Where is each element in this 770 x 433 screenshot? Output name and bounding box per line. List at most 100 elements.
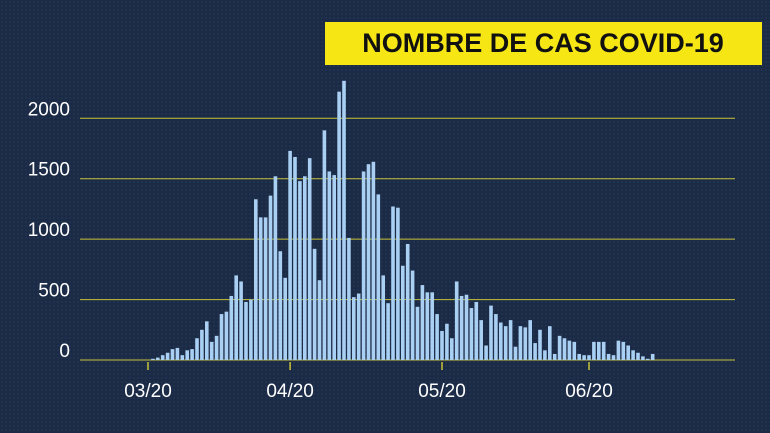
bar (430, 292, 434, 360)
bar (401, 265, 405, 360)
bar (165, 352, 170, 360)
bar (366, 164, 371, 360)
bar (156, 357, 160, 360)
bar (410, 270, 415, 360)
bar (180, 355, 185, 360)
chart-title: NOMBRE DE CAS COVID-19 (362, 28, 724, 58)
bar (322, 130, 327, 360)
bar (254, 199, 258, 360)
bar (499, 322, 503, 360)
bar (494, 314, 498, 360)
bar (650, 353, 655, 360)
bar (601, 341, 606, 360)
bar (273, 176, 278, 360)
bar (332, 175, 336, 360)
bar (244, 301, 248, 360)
bar (224, 311, 229, 360)
bar (258, 217, 263, 360)
bar (562, 338, 567, 360)
bar (386, 303, 390, 360)
bar (464, 294, 469, 360)
bar (195, 338, 199, 360)
bar (327, 171, 332, 360)
bar (626, 345, 630, 360)
bar (450, 338, 454, 360)
bar (190, 349, 194, 360)
bar (312, 248, 317, 360)
bar (454, 281, 459, 360)
bar (268, 195, 273, 360)
x-tick-label: 05/20 (418, 381, 466, 402)
bar (263, 217, 268, 360)
x-tick-label: 06/20 (565, 381, 613, 402)
bar (352, 297, 356, 360)
bar (606, 353, 611, 360)
bar (440, 330, 444, 360)
bar (641, 356, 645, 360)
bar (503, 326, 508, 360)
bar (420, 285, 425, 360)
bar (356, 293, 361, 360)
bar (415, 306, 420, 360)
bar (631, 350, 635, 360)
bar (577, 353, 581, 360)
bar (528, 320, 532, 360)
bar (278, 251, 283, 360)
y-tick-label: 1000 (28, 220, 70, 241)
bar (342, 80, 346, 360)
bar (405, 243, 410, 360)
bar (616, 340, 621, 360)
bar (572, 341, 577, 360)
bar (582, 355, 586, 360)
bar (371, 161, 376, 360)
bar (283, 277, 287, 360)
bar (621, 341, 626, 360)
bar (469, 308, 474, 360)
y-tick-label: 1500 (28, 160, 70, 181)
bar (229, 295, 234, 360)
x-tick-label: 03/20 (124, 381, 172, 402)
bar (523, 327, 528, 360)
bar (597, 341, 601, 360)
bar (170, 349, 175, 360)
bar (391, 206, 395, 360)
bar (376, 194, 381, 360)
bar (337, 91, 341, 361)
y-tick-label: 2000 (28, 99, 70, 120)
bar (234, 275, 238, 360)
bar (646, 358, 650, 360)
bar (205, 321, 209, 360)
bar (185, 350, 189, 360)
bar (548, 326, 552, 360)
bar (160, 355, 165, 360)
bar (479, 320, 483, 360)
bar (587, 355, 591, 360)
bar (209, 341, 214, 360)
bar (425, 292, 430, 360)
bar (303, 176, 307, 360)
title-box (325, 22, 762, 65)
bar (445, 323, 449, 360)
bar (361, 171, 366, 360)
bar (381, 275, 385, 360)
x-tick-label: 04/20 (266, 381, 314, 402)
bar (518, 326, 523, 360)
bar (435, 314, 439, 360)
bar (484, 345, 488, 360)
bar (396, 207, 400, 360)
bar (489, 305, 493, 360)
bar (249, 299, 253, 360)
bar (557, 335, 562, 360)
bar (567, 340, 572, 360)
bar (288, 150, 292, 360)
bar (307, 158, 312, 360)
bar (508, 320, 513, 360)
bar (513, 346, 518, 360)
bar (533, 343, 537, 360)
bar (200, 329, 204, 360)
bar (474, 301, 479, 360)
y-tick-label: 500 (38, 281, 70, 302)
bar (175, 347, 180, 360)
